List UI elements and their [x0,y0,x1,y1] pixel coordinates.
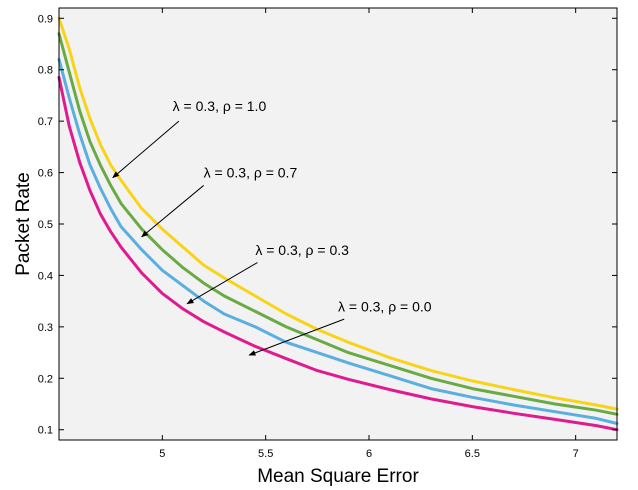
annotation-label: λ = 0.3, ρ = 1.0 [173,98,267,114]
x-tick-label: 6.5 [465,448,480,460]
y-tick-label: 0.3 [38,322,53,334]
x-axis-label: Mean Square Error [257,466,419,487]
y-axis-label: Packet Rate [13,172,34,276]
x-tick-label: 5.5 [258,448,273,460]
y-tick-label: 0.4 [38,270,53,282]
x-tick-label: 6 [366,448,372,460]
x-tick-label: 7 [573,448,579,460]
y-tick-label: 0.6 [38,168,53,180]
y-tick-label: 0.7 [38,116,53,128]
y-tick-label: 0.1 [38,425,53,437]
y-tick-label: 0.8 [38,65,53,77]
annotation-label: λ = 0.3, ρ = 0.7 [204,165,298,181]
y-tick-label: 0.2 [38,373,53,385]
annotation-label: λ = 0.3, ρ = 0.3 [255,242,349,258]
annotation-label: λ = 0.3, ρ = 0.0 [338,298,432,314]
x-tick-label: 5 [159,448,165,460]
y-tick-label: 0.9 [38,13,53,25]
y-tick-label: 0.5 [38,219,53,231]
